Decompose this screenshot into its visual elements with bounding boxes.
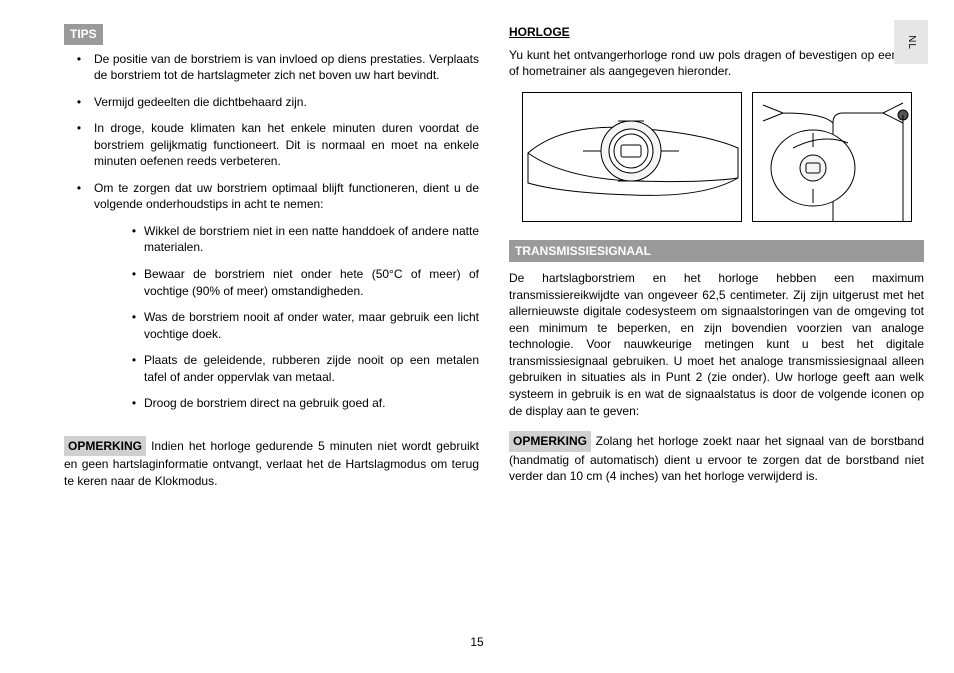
list-item-text: Plaats de geleidende, rubberen zijde noo… (144, 352, 479, 385)
list-item: • Wikkel de borstriem niet in een natte … (94, 223, 479, 256)
bullet-icon: • (64, 94, 94, 111)
list-item-label: Om te zorgen dat uw borstriem optimaal b… (94, 181, 479, 212)
left-column: TIPS • De positie van de borstriem is va… (64, 24, 479, 645)
list-item: • Plaats de geleidende, rubberen zijde n… (94, 352, 479, 385)
bullet-icon: • (94, 309, 144, 342)
page: NL TIPS • De positie van de borstriem is… (0, 0, 954, 673)
illustration-row (509, 92, 924, 222)
tips-label: TIPS (64, 24, 103, 45)
columns: TIPS • De positie van de borstriem is va… (64, 24, 924, 645)
horloge-text: Yu kunt het ontvangerhorloge rond uw pol… (509, 47, 924, 80)
bullet-icon: • (94, 266, 144, 299)
horloge-heading: HORLOGE (509, 24, 924, 41)
bullet-icon: • (64, 120, 94, 170)
language-tab-label: NL (905, 35, 916, 50)
list-item-text: In droge, koude klimaten kan het enkele … (94, 120, 479, 170)
note-label: OPMERKING (509, 431, 591, 452)
note-paragraph: OPMERKING Zolang het horloge zoekt naar … (509, 431, 924, 485)
list-item: • Droog de borstriem direct na gebruik g… (94, 395, 479, 412)
illustration-wrist (522, 92, 742, 222)
list-item-text: Droog de borstriem direct na gebruik goe… (144, 395, 479, 412)
right-column: HORLOGE Yu kunt het ontvangerhorloge ron… (509, 24, 924, 645)
list-item-text: De positie van de borstriem is van invlo… (94, 51, 479, 84)
list-item-text: Wikkel de borstriem niet in een natte ha… (144, 223, 479, 256)
list-item: • Bewaar de borstriem niet onder hete (5… (94, 266, 479, 299)
transmissie-text: De hartslagborstriem en het horloge hebb… (509, 270, 924, 419)
language-tab: NL (894, 20, 928, 64)
transmissie-heading: TRANSMISSIESIGNAAL (509, 240, 924, 263)
list-item: • In droge, koude klimaten kan het enkel… (64, 120, 479, 170)
page-number: 15 (0, 635, 954, 649)
list-item-text: Was de borstriem nooit af onder water, m… (144, 309, 479, 342)
list-item: • De positie van de borstriem is van inv… (64, 51, 479, 84)
note-label: OPMERKING (64, 436, 146, 457)
bike-mount-icon (753, 93, 913, 223)
bullet-icon: • (94, 352, 144, 385)
list-item: • Om te zorgen dat uw borstriem optimaal… (64, 180, 479, 422)
list-item: • Was de borstriem nooit af onder water,… (94, 309, 479, 342)
list-item-text: Om te zorgen dat uw borstriem optimaal b… (94, 180, 479, 422)
note-paragraph: OPMERKING Indien het horloge gedurende 5… (64, 436, 479, 490)
list-item-text: Bewaar de borstriem niet onder hete (50°… (144, 266, 479, 299)
bullet-icon: • (94, 223, 144, 256)
bullet-icon: • (94, 395, 144, 412)
sub-list: • Wikkel de borstriem niet in een natte … (94, 223, 479, 412)
list-item-text: Vermijd gedeelten die dichtbehaard zijn. (94, 94, 479, 111)
bullet-icon: • (64, 180, 94, 422)
wrist-watch-icon (523, 93, 743, 223)
tips-list: • De positie van de borstriem is van inv… (64, 51, 479, 422)
illustration-bike (752, 92, 912, 222)
list-item: • Vermijd gedeelten die dichtbehaard zij… (64, 94, 479, 111)
bullet-icon: • (64, 51, 94, 84)
